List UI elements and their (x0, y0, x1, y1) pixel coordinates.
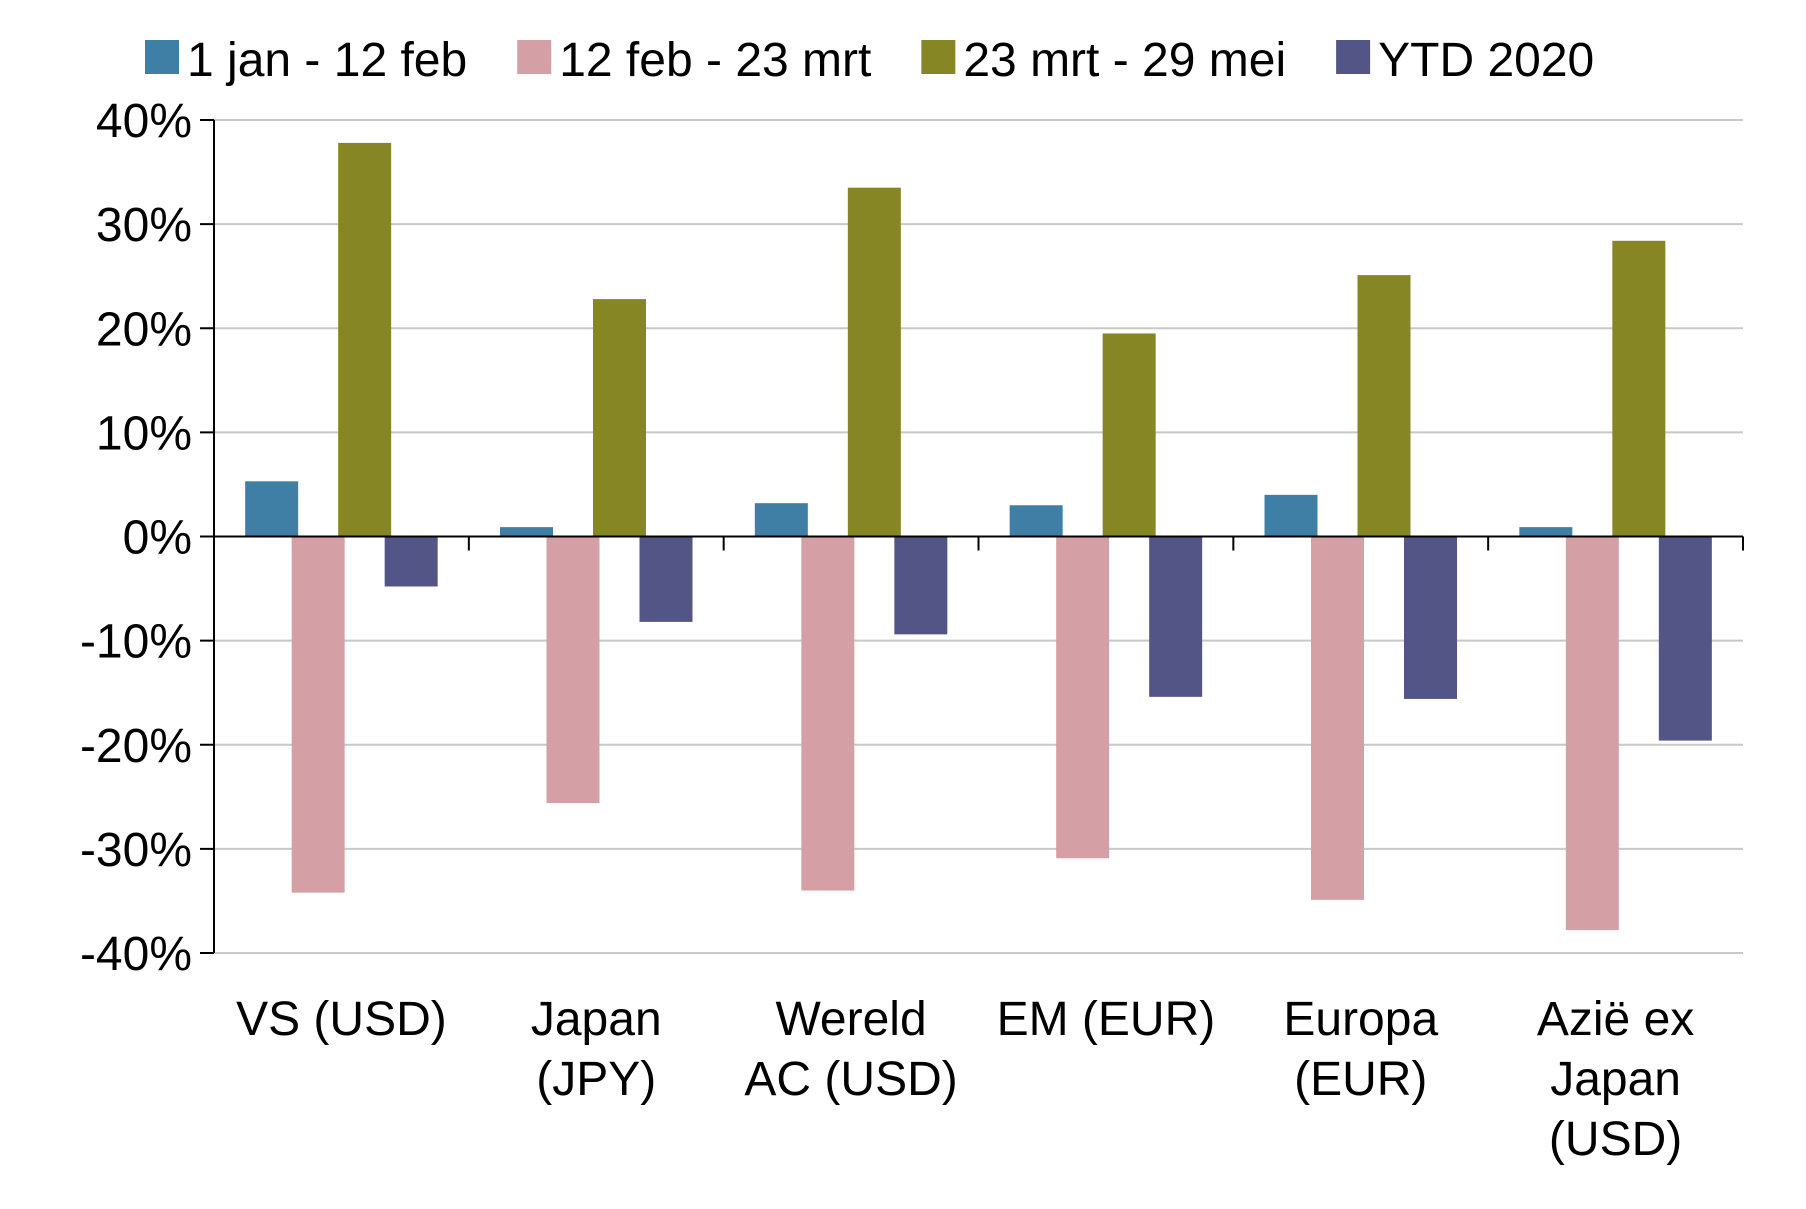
bar (245, 481, 299, 537)
y-tick-label: -40% (80, 928, 192, 981)
bar (1612, 240, 1666, 537)
legend-label: 1 jan - 12 feb (187, 34, 467, 87)
bar (801, 536, 855, 891)
y-tick-label: 10% (96, 407, 192, 460)
bar (1519, 527, 1573, 537)
legend-swatch (517, 40, 552, 74)
y-tick-labels: -40% -30% -20% -10% 0% 10% 20% 30% 40% (80, 95, 192, 981)
legend-swatch (145, 40, 179, 74)
bar (338, 142, 392, 537)
bar (1102, 333, 1156, 537)
category-label: Europa (EUR) (1283, 993, 1438, 1106)
bar (754, 503, 808, 537)
bar (1565, 536, 1619, 931)
bar (384, 536, 438, 587)
bar (1009, 505, 1063, 537)
y-tick-label: -10% (80, 616, 192, 669)
category-labels: VS (USD) Japan (JPY) Wereld AC (USD) EM (EUR)… (236, 993, 1694, 1166)
legend-swatch (1336, 40, 1371, 74)
legend: 1 jan - 12 feb 12 feb - 23 mrt 23 mrt - 29… (145, 34, 1594, 87)
y-tick-label: -30% (80, 824, 192, 877)
legend-label: 12 feb - 23 mrt (559, 34, 871, 87)
y-tick-label: 0% (123, 512, 192, 565)
axes (200, 119, 1744, 954)
bar (847, 187, 901, 537)
category-label: EM (EUR) (997, 993, 1216, 1046)
bar (500, 527, 553, 537)
bar (1404, 536, 1457, 699)
y-tick-label: -20% (80, 720, 192, 773)
legend-label: YTD 2020 (1378, 34, 1594, 87)
bars (245, 142, 1712, 931)
y-tick-label: 20% (96, 303, 192, 356)
category-label: VS (USD) (236, 993, 447, 1046)
bar (894, 536, 948, 635)
bar (1357, 275, 1411, 537)
bar (1056, 536, 1110, 859)
bar (1658, 536, 1712, 741)
bar (593, 299, 646, 537)
bar (1264, 494, 1318, 537)
bar (1311, 536, 1364, 900)
bar (639, 536, 693, 622)
category-label: Azië ex Japan (USD) (1537, 993, 1694, 1166)
bar (291, 536, 345, 893)
bar (1149, 536, 1203, 697)
legend-label: 23 mrt - 29 mei (963, 34, 1286, 87)
category-label: Japan (JPY) (531, 993, 662, 1106)
y-tick-label: 30% (96, 199, 192, 252)
legend-swatch (921, 40, 956, 74)
category-label: Wereld AC (USD) (744, 993, 957, 1106)
bar (546, 536, 600, 804)
y-tick-label: 40% (96, 95, 192, 148)
gridlines (214, 119, 1743, 954)
